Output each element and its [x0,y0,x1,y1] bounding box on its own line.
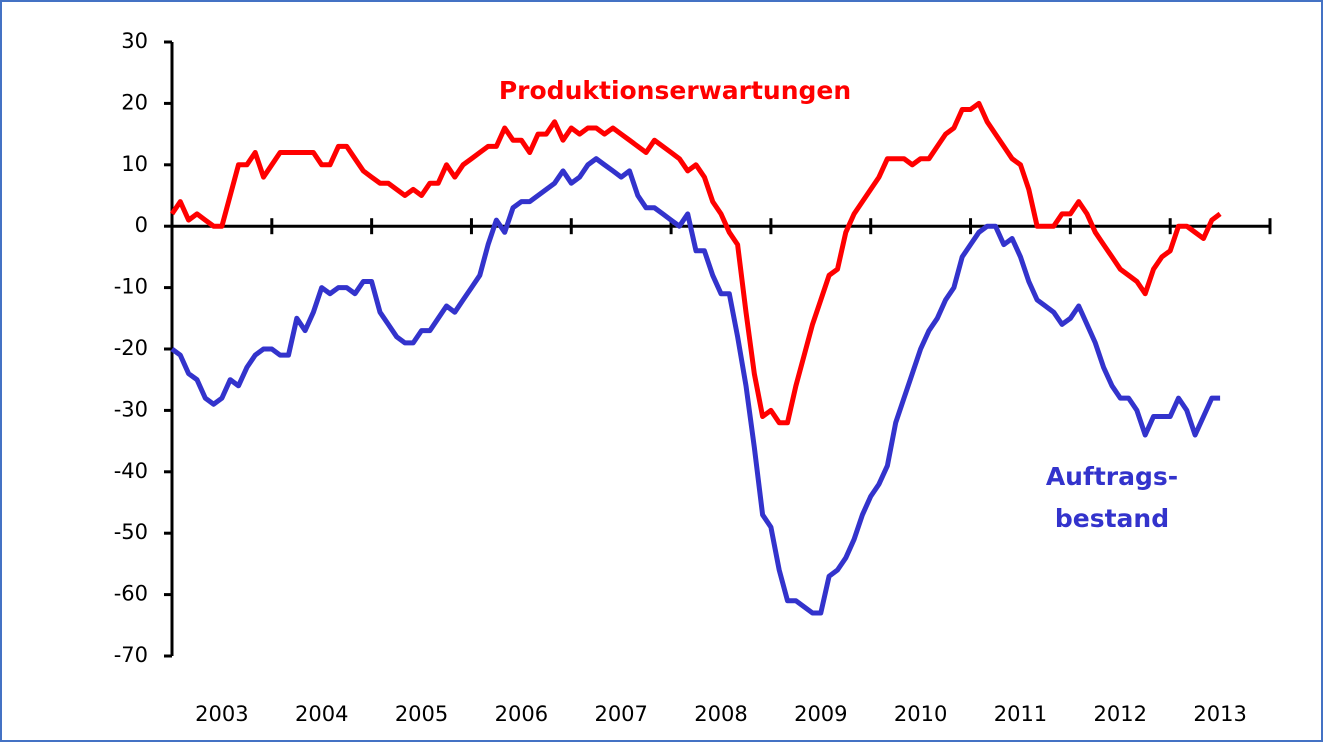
annotation: Auftrags- [1046,462,1178,491]
annotation: Produktionserwartungen [499,76,851,105]
y-tick-label: 0 [135,213,148,237]
x-tick-label: 2013 [1193,702,1246,726]
x-tick-label: 2010 [894,702,947,726]
x-tick-label: 2012 [1094,702,1147,726]
series-line [169,100,1222,426]
y-tick-label: -20 [114,336,148,360]
x-tick-label: 2009 [794,702,847,726]
y-tick-label: -60 [114,582,148,606]
y-tick-label: 10 [121,152,148,176]
y-tick-label: 30 [121,29,148,53]
x-tick-label: 2005 [395,702,448,726]
series-line [170,156,1221,616]
x-tick-label: 2003 [195,702,248,726]
x-tick-label: 2007 [594,702,647,726]
y-tick-label: -30 [114,397,148,421]
y-tick-label: -40 [114,459,148,483]
y-tick-label: 20 [121,90,148,114]
x-tick-label: 2011 [994,702,1047,726]
x-tick-label: 2006 [495,702,548,726]
y-tick-label: -10 [114,275,148,299]
annotation: bestand [1055,504,1169,533]
y-tick-label: -70 [114,643,148,667]
x-tick-label: 2004 [295,702,348,726]
y-tick-label: -50 [114,520,148,544]
x-tick-label: 2008 [694,702,747,726]
